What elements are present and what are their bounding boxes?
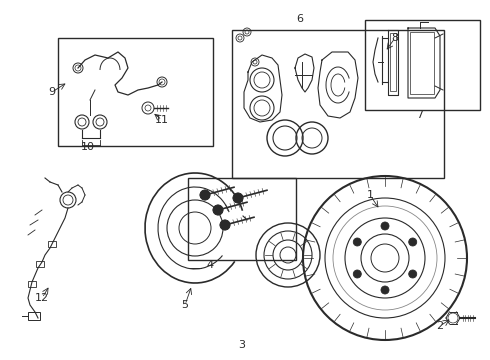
Text: 5: 5: [181, 300, 189, 310]
Circle shape: [409, 270, 416, 278]
Text: 3: 3: [239, 340, 245, 350]
Text: 7: 7: [416, 110, 423, 120]
Bar: [58, 38, 213, 146]
Bar: [410, 32, 434, 94]
Circle shape: [381, 222, 389, 230]
Bar: [365, 20, 480, 110]
Text: 12: 12: [35, 293, 49, 303]
Bar: [232, 30, 444, 178]
Circle shape: [409, 238, 416, 246]
Text: 1: 1: [367, 190, 373, 200]
Text: 11: 11: [155, 115, 169, 125]
Text: 8: 8: [392, 33, 398, 43]
Circle shape: [200, 190, 210, 200]
Text: 6: 6: [296, 14, 303, 24]
Circle shape: [233, 193, 243, 203]
Circle shape: [353, 270, 361, 278]
Bar: [390, 33, 396, 91]
Text: 10: 10: [81, 142, 95, 152]
Circle shape: [220, 220, 230, 230]
Circle shape: [213, 205, 223, 215]
Bar: [36, 261, 44, 267]
Text: 2: 2: [437, 321, 443, 331]
Text: 9: 9: [49, 87, 55, 97]
Bar: [188, 178, 296, 260]
Bar: [28, 312, 40, 320]
Text: 4: 4: [206, 260, 214, 270]
Bar: [48, 241, 56, 247]
Circle shape: [353, 238, 361, 246]
Circle shape: [381, 286, 389, 294]
Bar: [28, 281, 36, 287]
